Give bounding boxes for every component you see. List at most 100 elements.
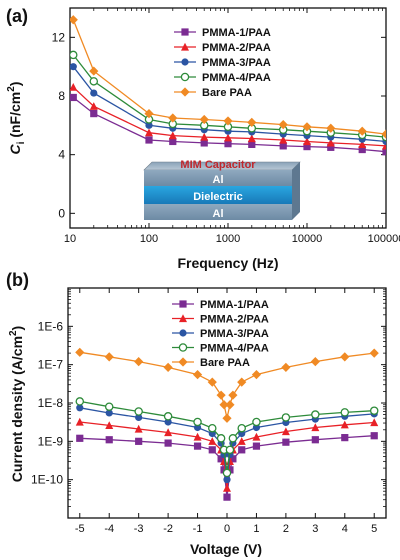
data-point [105,409,113,417]
data-point [279,142,287,150]
data-point [164,418,172,426]
data-point [89,77,99,86]
series-line [72,54,386,138]
data-point [358,140,367,148]
data-point [225,445,235,455]
inset-layer-middle: Dielectric [193,191,243,203]
y-label-close: ) [9,326,25,331]
legend-marker [178,357,188,367]
data-point [70,15,78,25]
legend-marker [181,42,189,51]
data-point [75,347,85,357]
legend-label: PMMA-2/PAA [202,42,271,54]
data-point [164,428,173,437]
data-point [302,122,312,132]
inset-side-face [292,162,300,220]
data-point [341,434,349,442]
data-point [281,427,290,436]
series-line [72,96,386,153]
series-group [70,15,386,156]
data-point [224,133,232,142]
data-point [370,432,378,440]
y-label-main: C [7,143,23,154]
mim-capacitor-inset: MIM Capacitor Al Dielectric Al [143,159,301,220]
legend-marker [179,329,187,337]
y-label-sub: i [16,141,27,144]
y-label-sup: 2 [8,330,19,336]
data-point [327,143,335,151]
y-label-close: ) [7,82,23,87]
data-point [144,109,154,119]
data-point [237,437,246,445]
data-point [208,437,217,445]
legend: PMMA-1/PAA PMMA-2/PAA PMMA-3/PAA PMMA-4/PAA… [174,27,271,99]
legend-label: PMMA-1/PAA [200,299,269,311]
data-point [222,468,232,478]
data-point [281,413,291,422]
data-point [70,50,78,60]
data-point [193,417,202,427]
data-point [279,135,288,144]
legend-label: PMMA-2/PAA [200,314,269,326]
x-tick-label: -2 [163,523,173,535]
data-point [251,370,262,380]
panel-a-x-axis-label: Frequency (Hz) [177,255,278,271]
data-point [238,446,246,454]
legend: PMMA-1/PAA PMMA-2/PAA PMMA-3/PAA PMMA-4/PAA… [172,299,269,369]
panel-b-y-axis-label: Current density (A/cm2) [8,326,25,482]
legend-label: PMMA-4/PAA [202,72,271,84]
data-point [164,439,172,447]
data-point [168,131,177,140]
y-tick-label: 0 [58,206,65,220]
legend-marker [180,72,190,82]
data-point [311,423,320,432]
y-tick-label: 12 [52,30,66,44]
legend-label: PMMA-3/PAA [202,57,271,69]
legend-marker [179,314,187,323]
data-point [281,362,291,372]
data-point [340,420,349,429]
legend-marker [181,58,189,66]
data-point [247,117,257,127]
data-point [252,442,261,450]
data-point [145,136,153,144]
panel-b-x-axis-label: Voltage (V) [190,541,262,557]
y-tick-label: 4 [58,148,65,162]
legend-label: PMMA-3/PAA [200,328,269,340]
y-tick-label: 1E-9 [38,434,64,448]
data-point [75,417,84,426]
x-tick-label: 1 [253,523,259,535]
data-point [75,397,85,406]
data-point [168,113,178,123]
y-tick-label: 1E-8 [38,396,64,410]
legend-marker [180,87,190,97]
data-point [104,402,114,411]
inset-dielectric-layer [144,186,292,204]
data-point [381,129,386,139]
data-point [326,138,335,147]
data-point [199,114,209,125]
series-line [72,66,386,143]
inset-layer-bottom: Al [213,208,224,220]
data-point [369,348,379,358]
data-point [222,413,232,423]
data-point [224,140,232,148]
inset-title: MIM Capacitor [180,159,256,171]
data-point [357,126,367,136]
data-point [90,110,98,118]
series-line [72,19,386,135]
y-tick-label: 1E-10 [31,473,63,487]
x-tick-label: 0 [224,523,230,535]
data-point [247,134,256,143]
data-point [76,434,84,442]
x-tick-label: 2 [283,523,289,535]
data-point [163,362,173,372]
data-point [303,143,311,151]
data-point [207,377,217,387]
data-point [76,404,84,412]
panel-b-label: (b) [6,270,29,290]
data-point [70,83,78,91]
data-point [237,377,247,387]
y-tick-label: 8 [58,89,65,103]
data-point [135,437,143,445]
